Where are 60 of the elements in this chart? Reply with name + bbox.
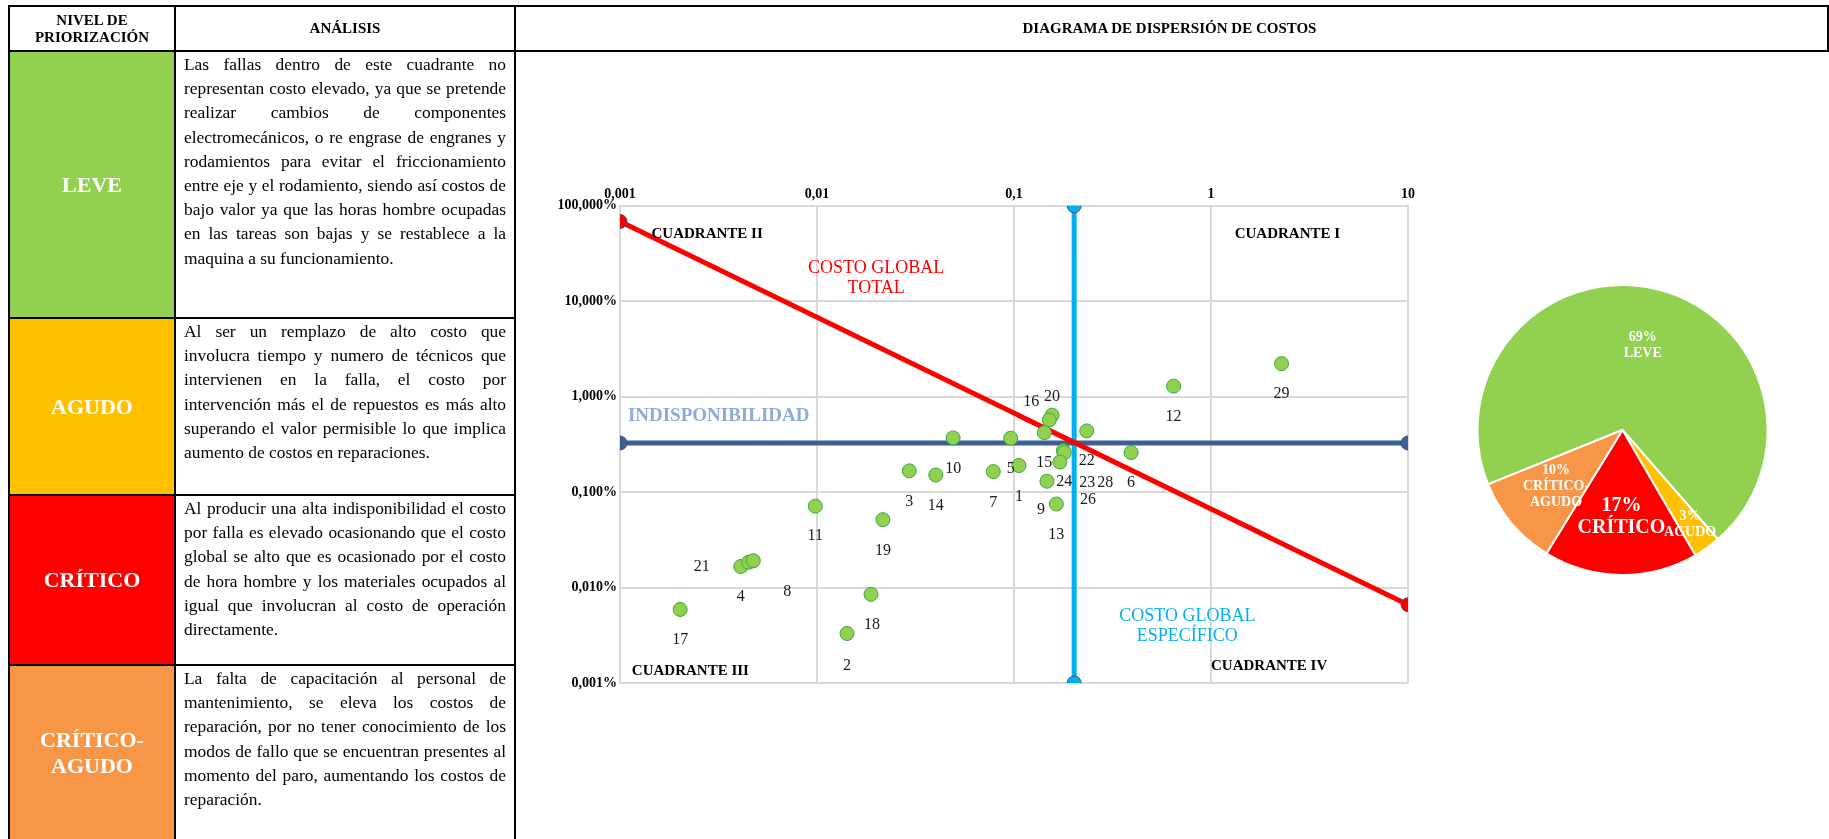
- text: COSTO GLOBAL ESPECÍFICO: [1119, 604, 1256, 645]
- annotation: CUADRANTE II: [651, 225, 763, 242]
- annotation: 7: [989, 492, 998, 510]
- x-tick-label: 0,01: [804, 186, 830, 202]
- annotation: 13: [1048, 525, 1065, 543]
- annotation: 29: [1273, 383, 1290, 401]
- series-label: INDISPONIBILIDAD: [627, 403, 810, 425]
- x-tick-label: 10: [1401, 186, 1415, 202]
- text: LEVE: [9, 51, 175, 318]
- annotation: 20: [1044, 387, 1061, 405]
- annotation: 28: [1097, 472, 1114, 490]
- text: Las fallas dentro de este cuadrante no representan costo elevado, ya que se pretende realizar cambios de componentes electromecánicos, o re engrase de engranes y rodamientos para evitar el friccionamiento entre eje y el rodamiento, siendo así costos de bajo valor ya que las horas hombre ocupadas en las tareas son bajas y se restablece a la maquina a su funcionamiento.: [184, 54, 506, 268]
- annotation: 23: [1079, 472, 1096, 490]
- data-label: 10%: [1542, 461, 1571, 477]
- annotation: 19: [874, 540, 891, 558]
- chart-title: DIAGRAMA DE DISPERSIÓN DE COSTOS: [512, 5, 1829, 52]
- data-label: 69%: [1628, 329, 1657, 344]
- x-tick-label: 0,1: [1005, 186, 1023, 202]
- annotation: 10: [945, 459, 962, 477]
- annotation: 18: [864, 615, 881, 633]
- y-tick-label: 0,010%: [571, 579, 617, 595]
- annotation: 2: [843, 655, 851, 673]
- text: AGUDO: [9, 318, 175, 495]
- annotation: 9: [1036, 500, 1045, 518]
- text: CRÍTICO-AGUDO: [9, 665, 175, 839]
- annotation: 6: [1127, 472, 1136, 490]
- slice-label: LEVE: [1623, 345, 1662, 360]
- text: Al producir una alta indisponibilidad el costo por falla es elevado ocasionando que el costo global se alto que es ocasionado por el costo de hora hombre y los materiales ocupados al igual que involucran al costo de operación directamente.: [175, 495, 515, 665]
- annotation: 16: [1023, 392, 1040, 410]
- x-tick-label: 0,001: [604, 186, 636, 202]
- annotation: CUADRANTE III: [631, 661, 750, 678]
- annotation: 11: [807, 526, 823, 544]
- annotation: 8: [783, 581, 792, 599]
- annotation: 22: [1078, 451, 1095, 469]
- annotation: 5: [1006, 459, 1015, 477]
- annotation: 14: [927, 496, 944, 514]
- annotation: 26: [1079, 490, 1096, 508]
- text: ANÁLISIS: [175, 6, 515, 51]
- text: La falta de capacitación al personal de mantenimiento, se eleva los costos de reparación, por no tener conocimiento de los modos de fallo que se encuentran presentes al momento del paro, aumentando los costos de reparación.: [175, 665, 515, 839]
- y-tick-label: 0,001%: [571, 674, 617, 690]
- data-label: 3%: [1679, 507, 1701, 523]
- annotation: 17: [672, 629, 689, 647]
- annotation: 4: [736, 587, 745, 605]
- annotation: 15: [1036, 452, 1053, 470]
- text: NIVEL DE PRIORIZACIÓN: [9, 6, 175, 51]
- text: Al ser un remplazo de alto costo que involucra tiempo y numero de técnicos que intervienen en la falla, el costo por intervención más el de repuestos es más alto superando el valor permisible lo que implica aumento de costos en reparaciones.: [175, 318, 515, 495]
- data-label: 17%: [1601, 493, 1642, 516]
- series-label: COSTO GLOBAL TOTAL: [808, 256, 945, 297]
- annotation: 3: [905, 492, 914, 510]
- text: CRÍTICO: [9, 495, 175, 665]
- annotation: 21: [693, 556, 710, 574]
- annotation: 1: [1014, 486, 1023, 504]
- y-tick-label: 1,000%: [571, 388, 617, 404]
- annotation: CUADRANTE IV: [1211, 657, 1328, 674]
- x-tick-label: 1: [1207, 186, 1215, 202]
- annotation: 12: [1165, 407, 1182, 425]
- annotation: 24: [1056, 471, 1073, 489]
- y-tick-label: 0,100%: [571, 483, 617, 499]
- annotation: CUADRANTE I: [1234, 225, 1341, 242]
- y-tick-label: 10,000%: [564, 292, 617, 308]
